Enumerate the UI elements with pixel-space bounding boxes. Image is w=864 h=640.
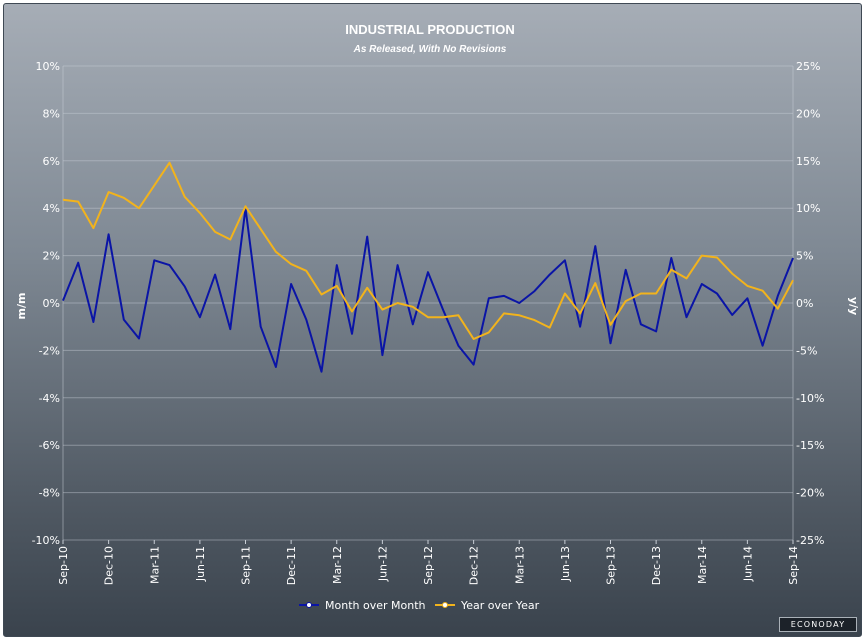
y-right-tick-label: 20% [796, 107, 820, 120]
x-tick-label: Jun-14 [741, 546, 754, 582]
industrial-production-chart: INDUSTRIAL PRODUCTION As Released, With … [15, 22, 860, 612]
chart-subtitle: As Released, With No Revisions [353, 44, 507, 55]
gridlines [62, 65, 794, 541]
econoday-logo: ECONODAY [779, 617, 857, 632]
y-left-tick-label: 2% [43, 250, 60, 263]
series-line-year-over-year [62, 161, 794, 340]
x-tick-label: Sep-13 [605, 546, 618, 585]
legend: Month over Month Year over Year [299, 599, 540, 612]
x-tick-label: Sep-12 [422, 546, 435, 585]
y-left-tick-label: -8% [39, 487, 60, 500]
y-right-tick-label: 10% [796, 202, 820, 215]
chart-frame: INDUSTRIAL PRODUCTION As Released, With … [3, 3, 862, 637]
y-axis-left-ticks: 10% 8% 6% 4% 2% 0% -2% -4% -6% -8% -10% [32, 60, 60, 547]
x-tick-label: Dec-11 [285, 546, 298, 585]
legend-item-mom: Month over Month [299, 599, 426, 612]
chart-title: INDUSTRIAL PRODUCTION [345, 22, 514, 37]
y-right-tick-label: 15% [796, 155, 820, 168]
x-tick-label: Sep-14 [787, 546, 800, 585]
y-left-tick-label: 0% [43, 297, 60, 310]
y-right-tick-label: -5% [796, 344, 817, 357]
y-right-tick-label: 0% [796, 297, 813, 310]
y-left-tick-label: -2% [39, 344, 60, 357]
legend-marker-yoy [442, 602, 448, 608]
legend-marker-mom [306, 602, 312, 608]
x-tick-label: Mar-11 [148, 546, 161, 584]
series-line-month-over-month [62, 207, 794, 373]
x-tick-label: Mar-13 [513, 546, 526, 584]
y-right-tick-label: 5% [796, 250, 813, 263]
x-axis-ticks: Sep-10 Dec-10 Mar-11 Jun-11 Sep-11 Dec-11 Mar-… [57, 540, 800, 585]
y-axis-right-label: y/y [847, 297, 860, 315]
y-right-tick-label: -10% [796, 392, 824, 405]
y-right-tick-label: -15% [796, 439, 824, 452]
x-tick-label: Jun-11 [194, 546, 207, 582]
x-tick-label: Jun-12 [376, 546, 389, 582]
x-tick-label: Dec-10 [103, 546, 116, 585]
y-axis-left-label: m/m [15, 293, 28, 320]
x-tick-label: Mar-12 [331, 546, 344, 584]
y-left-tick-label: -6% [39, 439, 60, 452]
legend-label-yoy: Year over Year [460, 599, 540, 612]
x-tick-label: Dec-12 [468, 546, 481, 585]
y-axis-right-ticks: 25% 20% 15% 10% 5% 0% -5% -10% -15% -20% -25% [796, 60, 824, 547]
y-left-tick-label: 8% [43, 107, 60, 120]
x-tick-label: Jun-13 [559, 546, 572, 582]
x-tick-label: Sep-10 [57, 546, 70, 585]
y-left-tick-label: 4% [43, 202, 60, 215]
y-left-tick-label: -10% [32, 534, 60, 547]
y-left-tick-label: -4% [39, 392, 60, 405]
legend-item-yoy: Year over Year [435, 599, 540, 612]
x-tick-label: Dec-13 [650, 546, 663, 585]
y-right-tick-label: -20% [796, 487, 824, 500]
series-group [62, 161, 794, 373]
x-tick-label: Mar-14 [696, 546, 709, 584]
y-left-tick-label: 10% [36, 60, 60, 73]
y-left-tick-label: 6% [43, 155, 60, 168]
y-right-tick-label: 25% [796, 60, 820, 73]
x-tick-label: Sep-11 [240, 546, 253, 585]
y-right-tick-label: -25% [796, 534, 824, 547]
legend-label-mom: Month over Month [325, 599, 426, 612]
